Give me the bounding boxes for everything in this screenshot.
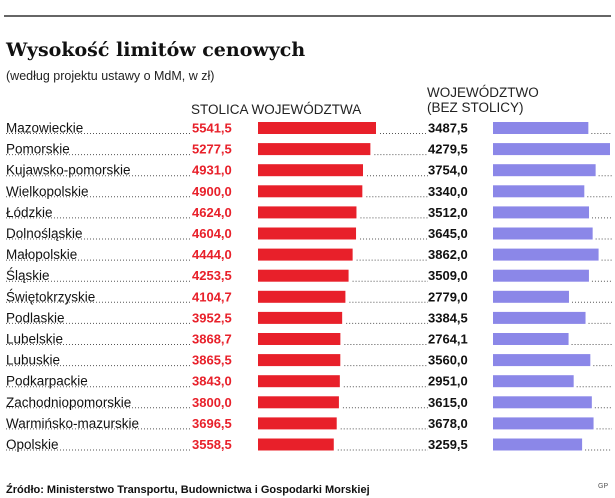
voivodeship-value-label: 2779,0 — [428, 289, 468, 304]
capital-value-label: 3865,5 — [192, 353, 232, 368]
capital-bar — [258, 438, 334, 451]
voivodeship-bar — [493, 396, 592, 409]
category-label: Warmińsko-mazurskie — [6, 416, 139, 431]
voivodeship-value-label: 3754,0 — [428, 163, 468, 178]
voivodeship-value-label: 3615,0 — [428, 395, 468, 410]
capital-value-label: 4604,0 — [192, 226, 232, 241]
capital-value-label: 4931,0 — [192, 163, 232, 178]
capital-bar — [258, 354, 341, 367]
voivodeship-value-label: 3512,0 — [428, 205, 468, 220]
chart-subtitle: (według projektu ustawy o MdM, w zł) — [6, 69, 214, 83]
capital-bar — [258, 396, 339, 409]
capital-value-label: 4624,0 — [192, 205, 232, 220]
voivodeship-bar — [493, 269, 589, 282]
category-label: Mazowieckie — [6, 121, 83, 136]
capital-bar — [258, 333, 341, 345]
voivodeship-value-label: 4279,5 — [428, 142, 468, 157]
voivodeship-bar — [493, 438, 583, 451]
category-label: Wielkopolskie — [6, 184, 89, 199]
voivodeship-value-label: 3487,5 — [428, 121, 468, 136]
capital-value-label: 4444,0 — [192, 247, 232, 262]
voivodeship-value-label: 2764,1 — [428, 332, 468, 347]
category-label: Zachodniopomorskie — [6, 395, 131, 410]
capital-bar — [258, 227, 357, 240]
capital-bar — [258, 185, 363, 198]
category-label: Świętokrzyskie — [6, 289, 95, 304]
voivodeship-value-label: 3259,5 — [428, 437, 468, 452]
voivodeship-bar — [493, 185, 585, 198]
capital-value-label: 4253,5 — [192, 268, 232, 283]
voivodeship-value-label: 2951,0 — [428, 374, 468, 389]
capital-bar — [258, 122, 376, 134]
voivodeship-value-label: 3509,0 — [428, 268, 468, 283]
capital-bar — [258, 248, 353, 261]
legend-voivodeship-line2: (BEZ STOLICY) — [427, 100, 524, 115]
capital-value-label: 3952,5 — [192, 310, 232, 325]
voivodeship-bar — [493, 143, 610, 156]
capital-bar — [258, 311, 343, 324]
capital-value-label: 3868,7 — [192, 332, 232, 347]
voivodeship-bar — [493, 417, 594, 430]
category-label: Lubelskie — [6, 332, 63, 347]
capital-value-label: 5541,5 — [192, 121, 232, 136]
category-label: Pomorskie — [6, 142, 70, 157]
voivodeship-bar — [493, 248, 599, 261]
voivodeship-bar — [493, 375, 574, 388]
capital-value-label: 3843,0 — [192, 374, 232, 389]
chart-title: Wysokość limitów cenowych — [5, 39, 305, 61]
chart-rows: Mazowieckie 5541,5 3487,5 Pomorskie 5277,5 42… — [6, 121, 612, 452]
category-label: Podkarpackie — [6, 374, 88, 389]
voivodeship-value-label: 3645,0 — [428, 226, 468, 241]
category-label: Łódzkie — [6, 205, 53, 220]
capital-bar — [258, 164, 364, 177]
voivodeship-value-label: 3560,0 — [428, 353, 468, 368]
voivodeship-bar — [493, 227, 593, 240]
category-label: Dolnośląskie — [6, 226, 83, 241]
voivodeship-bar — [493, 122, 589, 134]
capital-bar — [258, 143, 371, 156]
legend-voivodeship-line1: WOJEWÓDZTWO — [427, 85, 539, 100]
voivodeship-bar — [493, 354, 591, 367]
voivodeship-bar — [493, 164, 596, 177]
capital-bar — [258, 375, 340, 388]
voivodeship-value-label: 3340,0 — [428, 184, 468, 199]
category-label: Lubuskie — [6, 353, 60, 368]
capital-bar — [258, 290, 346, 303]
voivodeship-value-label: 3862,0 — [428, 247, 468, 262]
capital-value-label: 5277,5 — [192, 142, 232, 157]
capital-bar — [258, 206, 357, 219]
corner-mark: GP — [598, 483, 608, 490]
voivodeship-bar — [493, 311, 586, 324]
capital-bar — [258, 269, 349, 282]
voivodeship-bar — [493, 206, 590, 219]
source-note: Źródło: Ministerstwo Transportu, Budowni… — [6, 483, 370, 496]
voivodeship-bar — [493, 333, 569, 345]
capital-value-label: 3800,0 — [192, 395, 232, 410]
category-label: Podlaskie — [6, 310, 65, 325]
category-label: Opolskie — [6, 437, 59, 452]
capital-value-label: 3696,5 — [192, 416, 232, 431]
capital-bar — [258, 417, 337, 430]
capital-value-label: 3558,5 — [192, 437, 232, 452]
capital-value-label: 4104,7 — [192, 289, 232, 304]
legend-capital-city: STOLICA WOJEWÓDZTWA — [191, 102, 361, 117]
category-label: Kujawsko-pomorskie — [6, 163, 131, 178]
voivodeship-bar — [493, 290, 569, 303]
category-label: Śląskie — [6, 268, 50, 283]
voivodeship-value-label: 3384,5 — [428, 310, 468, 325]
capital-value-label: 4900,0 — [192, 184, 232, 199]
category-label: Małopolskie — [6, 247, 77, 262]
voivodeship-value-label: 3678,0 — [428, 416, 468, 431]
